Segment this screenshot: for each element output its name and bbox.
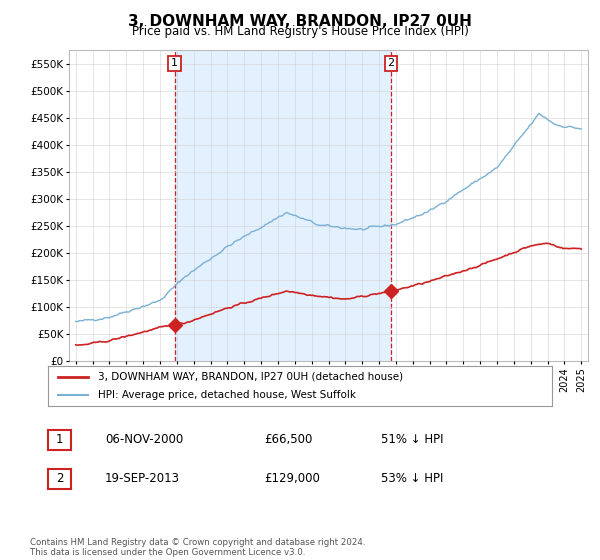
- Text: 19-SEP-2013: 19-SEP-2013: [105, 472, 180, 486]
- Text: £129,000: £129,000: [264, 472, 320, 486]
- Text: Price paid vs. HM Land Registry's House Price Index (HPI): Price paid vs. HM Land Registry's House …: [131, 25, 469, 38]
- Text: 51% ↓ HPI: 51% ↓ HPI: [381, 433, 443, 446]
- Bar: [175, 50, 391, 361]
- Text: 3, DOWNHAM WAY, BRANDON, IP27 0UH: 3, DOWNHAM WAY, BRANDON, IP27 0UH: [128, 14, 472, 29]
- Text: Contains HM Land Registry data © Crown copyright and database right 2024.
This d: Contains HM Land Registry data © Crown c…: [30, 538, 365, 557]
- Text: 2: 2: [56, 472, 63, 486]
- Text: 1: 1: [171, 58, 178, 68]
- Text: 2: 2: [388, 58, 395, 68]
- Text: 1: 1: [56, 433, 63, 446]
- Text: 53% ↓ HPI: 53% ↓ HPI: [381, 472, 443, 486]
- Text: HPI: Average price, detached house, West Suffolk: HPI: Average price, detached house, West…: [98, 390, 356, 400]
- Text: 06-NOV-2000: 06-NOV-2000: [105, 433, 183, 446]
- Text: £66,500: £66,500: [264, 433, 313, 446]
- Text: 3, DOWNHAM WAY, BRANDON, IP27 0UH (detached house): 3, DOWNHAM WAY, BRANDON, IP27 0UH (detac…: [98, 372, 404, 382]
